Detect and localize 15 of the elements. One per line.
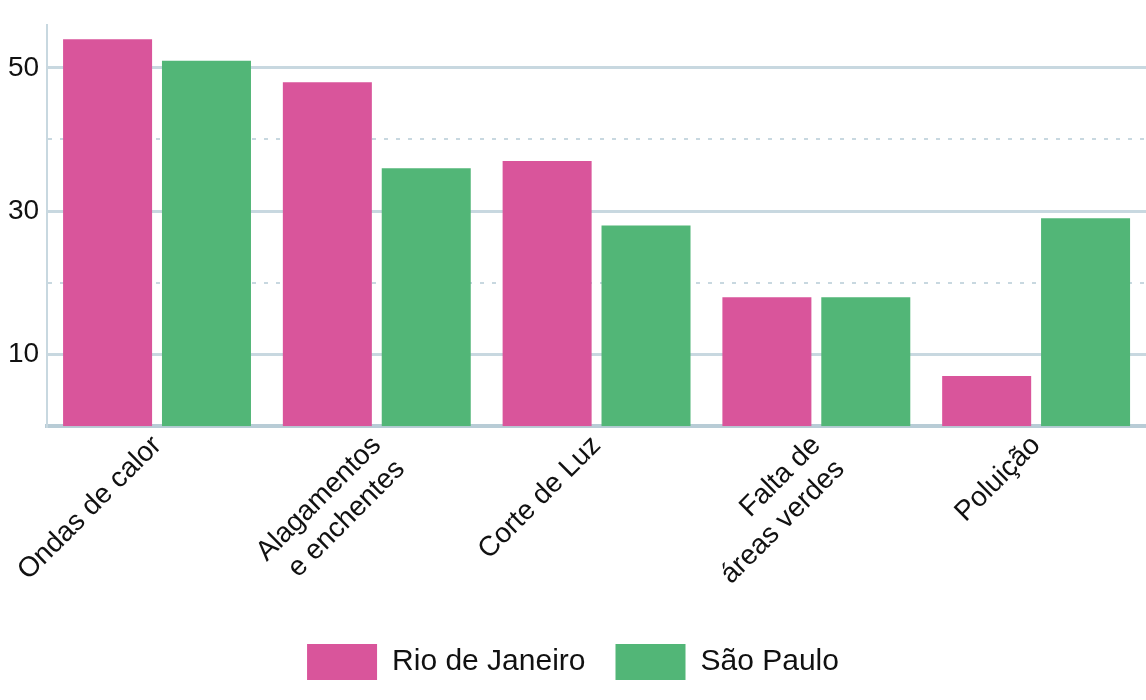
bar bbox=[282, 82, 372, 427]
bar bbox=[63, 39, 153, 427]
y-tick-label: 50 bbox=[7, 50, 40, 82]
bar bbox=[601, 225, 691, 427]
bar bbox=[942, 376, 1032, 427]
legend-label: Rio de Janeiro bbox=[392, 643, 586, 677]
bar bbox=[161, 60, 251, 427]
bar bbox=[1041, 218, 1131, 427]
bar bbox=[821, 297, 911, 427]
y-tick-label: 10 bbox=[7, 337, 40, 369]
legend-label: São Paulo bbox=[700, 643, 839, 677]
bar bbox=[381, 168, 471, 427]
y-tick-label: 30 bbox=[7, 193, 40, 225]
bar bbox=[722, 297, 812, 427]
bar bbox=[502, 160, 592, 427]
